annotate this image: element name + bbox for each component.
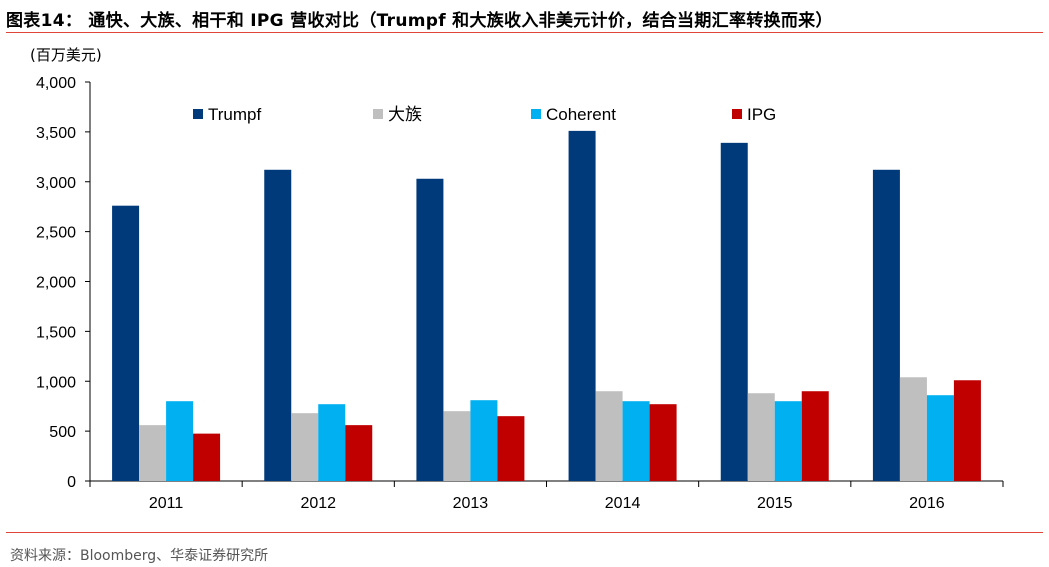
y-tick-label: 500 <box>49 424 76 441</box>
legend-swatch-Coherent <box>531 109 541 119</box>
bar-Coherent-2013 <box>470 400 498 481</box>
bar-Coherent-2016 <box>926 395 954 481</box>
legend-swatch-Trumpf <box>193 109 203 119</box>
bar-IPG-2015 <box>801 391 829 481</box>
y-tick-label: 1,000 <box>36 374 76 391</box>
bar-Coherent-2014 <box>622 401 650 481</box>
x-tick-label: 2013 <box>453 495 489 512</box>
y-tick-label: 4,000 <box>36 75 76 92</box>
y-axis-unit: (百万美元) <box>30 46 102 64</box>
bar-大族-2011 <box>139 425 167 481</box>
chart-title: 图表14： 通快、大族、相干和 IPG 营收对比（Trumpf 和大族收入非美元… <box>6 11 833 31</box>
bar-Coherent-2012 <box>318 404 346 481</box>
bar-Trumpf-2014 <box>568 130 596 481</box>
legend-swatch-IPG <box>732 109 742 119</box>
title-bar: 图表14： 通快、大族、相干和 IPG 营收对比（Trumpf 和大族收入非美元… <box>6 4 1043 33</box>
bar-chart: 0 500 1,000 1,500 2,000 2,500 3,000 3,500 4,000 2… <box>36 75 1004 512</box>
source-note: 资料来源：Bloomberg、华泰证券研究所 <box>10 548 269 564</box>
bar-Trumpf-2012 <box>264 169 292 481</box>
y-tick-label: 1,500 <box>36 324 76 341</box>
bar-Coherent-2011 <box>166 401 194 481</box>
y-tick-label: 3,500 <box>36 125 76 142</box>
bar-IPG-2013 <box>497 416 525 481</box>
legend-label-IPG: IPG <box>747 105 776 124</box>
bar-Coherent-2015 <box>774 401 802 481</box>
y-tick-label: 3,000 <box>36 175 76 192</box>
legend-swatch-大族 <box>373 109 383 119</box>
legend-label-大族: 大族 <box>388 105 422 124</box>
y-tick-label: 0 <box>67 474 76 491</box>
legend-label-Coherent: Coherent <box>546 105 616 124</box>
y-tick-label: 2,000 <box>36 275 76 292</box>
bar-Trumpf-2015 <box>720 142 748 481</box>
bar-大族-2014 <box>595 391 623 481</box>
axes: 0 500 1,000 1,500 2,000 2,500 3,000 3,500 4,000 2… <box>36 75 1004 512</box>
bar-IPG-2011 <box>193 433 221 481</box>
bar-Trumpf-2013 <box>416 178 444 481</box>
footer-rule <box>6 532 1043 533</box>
bar-IPG-2016 <box>953 380 981 481</box>
y-tick-label: 2,500 <box>36 225 76 242</box>
bar-Trumpf-2011 <box>112 205 140 481</box>
bar-大族-2016 <box>899 377 927 481</box>
x-tick-label: 2015 <box>757 495 793 512</box>
legend: Trumpf 大族 Coherent IPG <box>193 105 776 124</box>
bar-Trumpf-2016 <box>872 169 900 481</box>
x-tick-label: 2012 <box>300 495 336 512</box>
bar-大族-2012 <box>291 413 319 481</box>
x-tick-label: 2011 <box>149 495 184 512</box>
bar-大族-2013 <box>443 411 471 481</box>
x-tick-label: 2014 <box>605 495 641 512</box>
bars <box>112 130 981 481</box>
bar-IPG-2014 <box>649 404 677 481</box>
bar-IPG-2012 <box>345 425 373 481</box>
x-tick-label: 2016 <box>909 495 945 512</box>
bar-大族-2015 <box>747 393 775 481</box>
legend-label-Trumpf: Trumpf <box>208 105 261 124</box>
